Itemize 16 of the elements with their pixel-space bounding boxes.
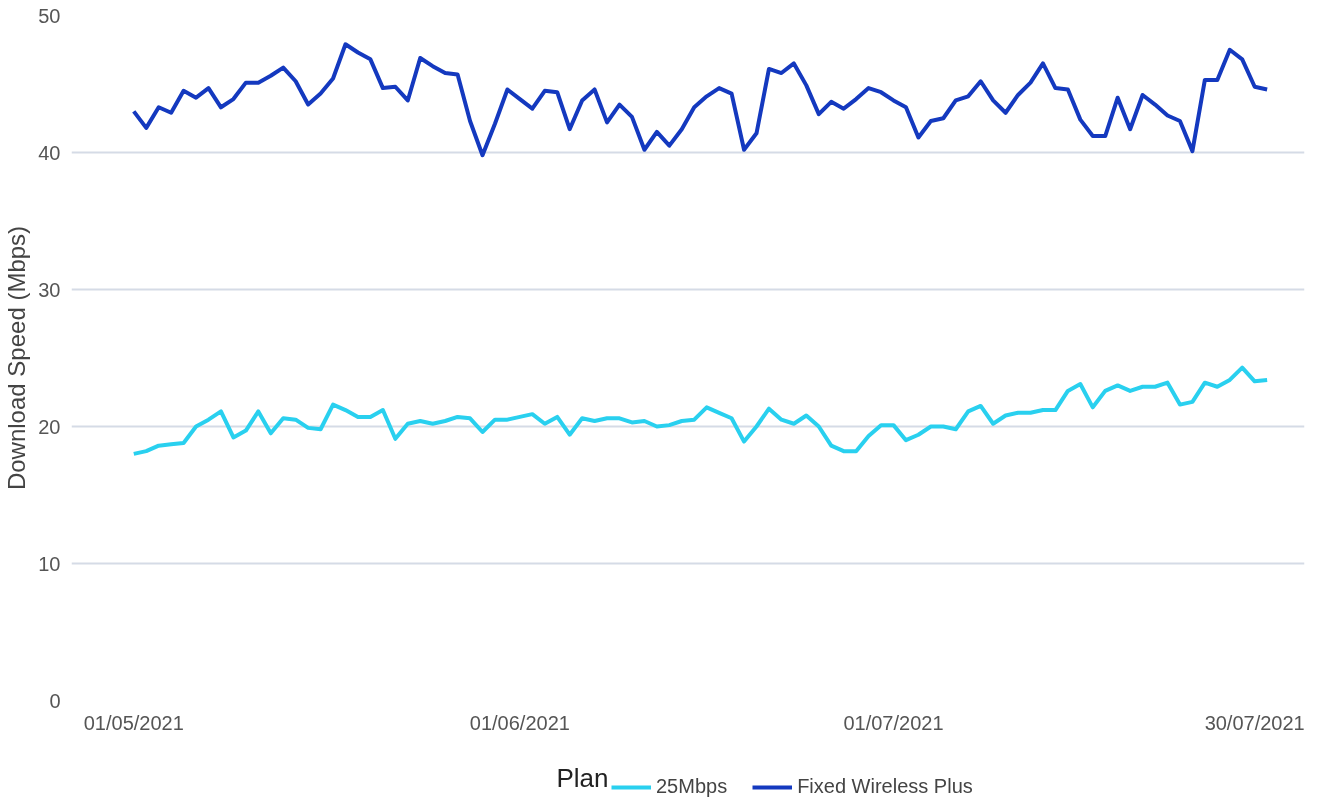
y-tick-label: 0 [49,689,61,712]
x-tick-label: 01/05/2021 [83,711,184,734]
legend-title: Plan [556,762,609,793]
line-series [131,365,1270,456]
x-tick-label: 01/07/2021 [843,711,944,734]
legend-label: 25Mbps [656,775,728,798]
y-tick-label: 50 [38,4,61,27]
x-tick-label: 01/06/2021 [469,711,570,734]
legend-label: Fixed Wireless Plus [797,775,973,798]
y-tick-label: 30 [38,278,61,301]
y-tick-label: 10 [38,552,61,575]
x-tick-label: 30/07/2021 [1204,711,1305,734]
line-series [131,42,1270,158]
y-tick-label: 20 [38,415,61,438]
y-tick-label: 40 [38,141,61,164]
y-axis-title: Download Speed (Mbps) [3,225,31,491]
